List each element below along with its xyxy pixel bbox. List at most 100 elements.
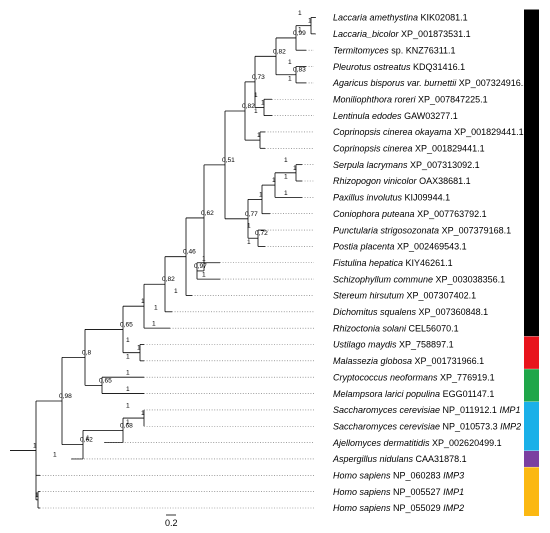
- support-value: 1: [141, 298, 145, 305]
- tip-support-value: 1: [298, 10, 302, 17]
- taxon-species: Ustilago maydis: [333, 340, 399, 350]
- taxon-species: Rhizopogon vinicolor: [333, 176, 419, 186]
- taxon-species: Coniophora puteana: [333, 209, 417, 219]
- support-value: 0,73: [252, 74, 265, 81]
- taxon-species: Laccaria amethystina: [333, 13, 421, 23]
- taxon-accession: KDQ31416.1: [413, 62, 465, 72]
- taxon-accession: XP_007360848.1: [419, 307, 489, 317]
- support-value: 0,82: [162, 276, 175, 283]
- taxon-label: Homo sapiens NP_055029 IMP2: [333, 503, 464, 513]
- support-value: 1: [272, 177, 276, 184]
- taxon-species: Saccharomyces cerevisiae: [333, 421, 443, 431]
- taxon-accession: XP_001829441.1: [454, 127, 524, 137]
- taxon-species: Rhizoctonia solani: [333, 323, 409, 333]
- taxon-accession: CAA31878.1: [416, 454, 467, 464]
- taxon-label: Homo sapiens NP_005527 IMP1: [333, 487, 464, 497]
- taxon-label: Moniliophthora roreri XP_007847225.1: [333, 94, 488, 104]
- taxon-species: Homo sapiens: [333, 471, 393, 481]
- taxon-accession: NP_005527: [393, 487, 441, 497]
- taxon-label: Saccharomyces cerevisiae NP_010573.3 IMP…: [333, 421, 521, 431]
- taxon-label: Homo sapiens NP_060283 IMP3: [333, 471, 464, 481]
- tip-support-value: 1: [126, 337, 130, 344]
- tip-leader-lines: [40, 17, 316, 509]
- support-value: 1: [261, 99, 265, 106]
- support-value: 0,65: [120, 321, 133, 328]
- tip-support-value: 1: [247, 239, 251, 246]
- tip-support-value: 1: [284, 174, 288, 181]
- taxon-label: Coniophora puteana XP_007763792.1: [333, 209, 487, 219]
- support-value: 1: [308, 18, 312, 25]
- tip-support-value: 1: [284, 157, 288, 164]
- tip-support-value: 1: [126, 353, 130, 360]
- taxon-gene-tag: IMP1: [441, 487, 465, 497]
- taxon-accession: XP_007313092.1: [410, 160, 480, 170]
- taxon-species: Termitomyces: [333, 45, 391, 55]
- tip-support-value: 1: [126, 370, 130, 377]
- taxon-accession: XP_001829441.1: [415, 144, 485, 154]
- support-value: 0,65: [99, 377, 112, 384]
- clade-color-bars: [524, 9, 539, 516]
- support-value: 0,72: [255, 230, 268, 237]
- taxon-gene-tag: IMP3: [441, 471, 465, 481]
- support-value: 0,99: [293, 30, 306, 37]
- taxon-species: Stereum hirsutum: [333, 291, 407, 301]
- taxon-accession: NP_055029: [393, 503, 441, 513]
- taxon-accession: XP_001731966.1: [415, 356, 485, 366]
- support-value: 0,82: [242, 103, 255, 110]
- taxon-species: Coprinopsis cinerea okayama: [333, 127, 454, 137]
- taxon-species: Cryptococcus neoformans: [333, 372, 440, 382]
- taxon-accession: NP_011912.1: [443, 405, 497, 415]
- taxon-accession: XP_001873531.1: [401, 29, 471, 39]
- taxon-accession: sp. KNZ76311.1: [391, 45, 455, 55]
- taxon-label: Dichomitus squalens XP_007360848.1: [333, 307, 488, 317]
- taxon-species: Paxillus involutus: [333, 193, 405, 203]
- taxon-label: Laccaria_bicolor XP_001873531.1: [333, 29, 471, 39]
- taxon-accession: XP_002469543.1: [397, 242, 467, 252]
- taxon-accession: XP_003038356.1: [436, 274, 506, 284]
- clade-color-bar: [524, 450, 539, 467]
- taxon-accession: NP_010573.3: [443, 421, 498, 431]
- tip-support-value: 1: [298, 26, 302, 33]
- tip-support-value: 1: [86, 435, 90, 442]
- taxon-accession: KIY46261.1: [406, 258, 453, 268]
- taxon-label: Fistulina hepatica KIY46261.1: [333, 258, 453, 268]
- support-value: 0,68: [120, 422, 133, 429]
- taxon-accession: XP_007307402.1: [407, 291, 477, 301]
- taxon-labels: Laccaria amethystina KIK02081.1 Laccaria_…: [332, 13, 528, 514]
- tip-support-value: 1: [152, 321, 156, 328]
- tip-support-value: 1: [126, 402, 130, 409]
- taxon-label: Pleurotus ostreatus KDQ31416.1: [333, 62, 465, 72]
- taxon-species: Aspergillus nidulans: [332, 454, 416, 464]
- taxon-accession: NP_060283: [393, 471, 441, 481]
- support-value: 1: [257, 132, 261, 139]
- taxon-label: Schizophyllum commune XP_003038356.1: [333, 274, 505, 284]
- taxon-label: Punctularia strigosozonata XP_007379168.…: [333, 225, 511, 235]
- clade-color-bar: [524, 369, 539, 402]
- tip-support-value: 1: [202, 272, 206, 279]
- taxon-accession: XP_007324916.1: [459, 78, 529, 88]
- taxon-accession: KIJ09944.1: [405, 193, 451, 203]
- support-value: 0,46: [183, 249, 196, 256]
- support-value: 0,77: [245, 211, 258, 218]
- taxon-gene-tag: IMP2: [441, 503, 465, 513]
- taxon-label: Agaricus bisporus var. burnettii XP_0073…: [332, 78, 528, 88]
- taxon-species: Moniliophthora roreri: [333, 94, 418, 104]
- taxon-label: Coprinopsis cinerea XP_001829441.1: [333, 144, 485, 154]
- taxon-accession: KIK02081.1: [421, 13, 468, 23]
- taxon-label: Serpula lacrymans XP_007313092.1: [333, 160, 480, 170]
- taxon-species: Fistulina hepatica: [333, 258, 406, 268]
- taxon-accession: CEL56070.1: [409, 323, 459, 333]
- taxon-label: Coprinopsis cinerea okayama XP_001829441…: [333, 127, 524, 137]
- tip-support-value: 1: [254, 92, 258, 99]
- taxon-species: Postia placenta: [333, 242, 397, 252]
- taxon-gene-tag: IMP1: [497, 405, 521, 415]
- taxon-accession: XP_007847225.1: [418, 94, 488, 104]
- taxon-label: Cryptococcus neoformans XP_776919.1: [333, 372, 495, 382]
- taxon-label: Paxillus involutus KIJ09944.1: [333, 193, 450, 203]
- taxon-label: Termitomyces sp. KNZ76311.1: [333, 45, 456, 55]
- taxon-species: Punctularia strigosozonata: [333, 225, 442, 235]
- tip-support-value: 1: [254, 108, 258, 115]
- taxon-label: Saccharomyces cerevisiae NP_011912.1 IMP…: [333, 405, 520, 415]
- taxon-label: Melampsora larici populina EGG01147.1: [333, 389, 494, 399]
- taxon-gene-tag: IMP2: [498, 421, 522, 431]
